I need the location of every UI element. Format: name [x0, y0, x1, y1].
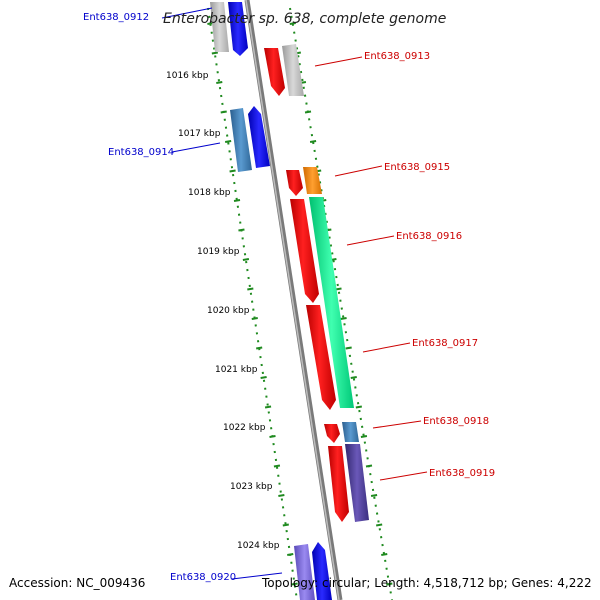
tick-mark: [350, 376, 357, 379]
tick-mark: [370, 494, 378, 497]
gene-label-ent638-0916[interactable]: Ent638_0916: [396, 231, 462, 242]
gene-label-ent638-0913[interactable]: Ent638_0913: [364, 51, 430, 62]
tick-mark: [273, 464, 281, 468]
tick-mark: [269, 435, 276, 438]
gene-ent638-0918-a[interactable]: [324, 424, 340, 443]
gene-ent638-0912-a[interactable]: [210, 2, 229, 52]
gene-ent638-0913-a[interactable]: [264, 48, 285, 96]
genome-backbone-highlight: [245, 0, 340, 600]
tick-mark: [375, 523, 383, 527]
tick-mark: [309, 140, 317, 143]
tick-label-1023: 1023 kbp: [230, 482, 273, 492]
tick-mark: [229, 169, 236, 173]
tick-mark: [238, 228, 245, 232]
gene-ent638-0915-b[interactable]: [303, 167, 322, 194]
gene-label-ent638-0915[interactable]: Ent638_0915: [384, 162, 450, 173]
tick-label-1021: 1021 kbp: [215, 365, 258, 375]
tick-mark: [381, 553, 388, 556]
genome-title: Enterobacter sp. 638, complete genome: [163, 11, 446, 27]
gene-label-ent638-0914[interactable]: Ent638_0914: [108, 147, 174, 158]
tick-label-1022: 1022 kbp: [223, 423, 266, 433]
gene-label-ent638-0918[interactable]: Ent638_0918: [423, 416, 489, 427]
tick-mark: [289, 22, 296, 25]
gene-label-ent638-0919[interactable]: Ent638_0919: [429, 468, 495, 479]
gene-ent638-0920-b[interactable]: [312, 542, 332, 600]
gene-layer: [210, 2, 369, 600]
tick-mark: [355, 405, 362, 409]
tick-mark: [345, 346, 352, 350]
topology-text: Topology: circular; Length: 4,518,712 bp…: [261, 576, 592, 590]
axis-labels: 1016 kbp 1017 kbp 1018 kbp 1019 kbp 1020…: [166, 71, 280, 551]
gene-ent638-0919-b[interactable]: [345, 444, 369, 522]
tick-mark: [282, 523, 289, 527]
gene-ent638-0918-b[interactable]: [342, 422, 359, 442]
gene-ent638-0914-b[interactable]: [248, 106, 270, 168]
gene-ent638-0919-a[interactable]: [328, 446, 349, 522]
gene-ent638-0916-b[interactable]: [309, 197, 354, 408]
tick-mark: [365, 464, 373, 468]
gene-ent638-0914-a[interactable]: [230, 108, 252, 172]
tick-mark: [256, 346, 263, 350]
gene-label-ent638-0920[interactable]: Ent638_0920: [170, 572, 236, 583]
tick-mark: [242, 258, 250, 261]
tick-mark: [224, 140, 232, 143]
tick-label-1017: 1017 kbp: [178, 129, 221, 139]
tick-mark: [340, 317, 347, 320]
gene-ent638-0915-a[interactable]: [286, 170, 303, 196]
gene-ent638-0912-b[interactable]: [228, 2, 248, 56]
gene-label-ent638-0912[interactable]: Ent638_0912: [83, 12, 149, 23]
axis-ticks: [207, 22, 393, 586]
tick-mark: [251, 317, 258, 320]
tick-label-1016: 1016 kbp: [166, 71, 209, 81]
tick-mark: [278, 494, 285, 497]
tick-mark: [287, 553, 294, 556]
accession-text: Accession: NC_009436: [9, 576, 145, 590]
tick-mark: [264, 405, 272, 409]
tick-mark: [233, 199, 241, 202]
tick-mark: [247, 287, 254, 291]
tick-label-1018: 1018 kbp: [188, 188, 231, 198]
genome-backbone: [244, 0, 343, 600]
label-leaders: [161, 7, 428, 580]
tick-label-1024: 1024 kbp: [237, 541, 280, 551]
tick-mark: [360, 435, 368, 438]
tick-label-1019: 1019 kbp: [197, 247, 240, 257]
gene-ent638-0920-a[interactable]: [294, 544, 315, 600]
tick-label-1020: 1020 kbp: [207, 306, 250, 316]
tick-mark: [260, 376, 267, 379]
tick-mark: [291, 582, 298, 586]
gene-label-ent638-0917[interactable]: Ent638_0917: [412, 338, 478, 349]
tick-mark: [216, 81, 223, 84]
tick-mark: [211, 51, 219, 55]
gene-ent638-0913-b[interactable]: [282, 44, 304, 96]
tick-mark: [304, 110, 312, 114]
gene-ent638-0916-a[interactable]: [290, 199, 319, 303]
gene-ent638-0917[interactable]: [306, 305, 336, 410]
tick-mark: [386, 582, 393, 586]
left-tick-track: [207, 7, 298, 600]
tick-mark: [220, 110, 227, 114]
